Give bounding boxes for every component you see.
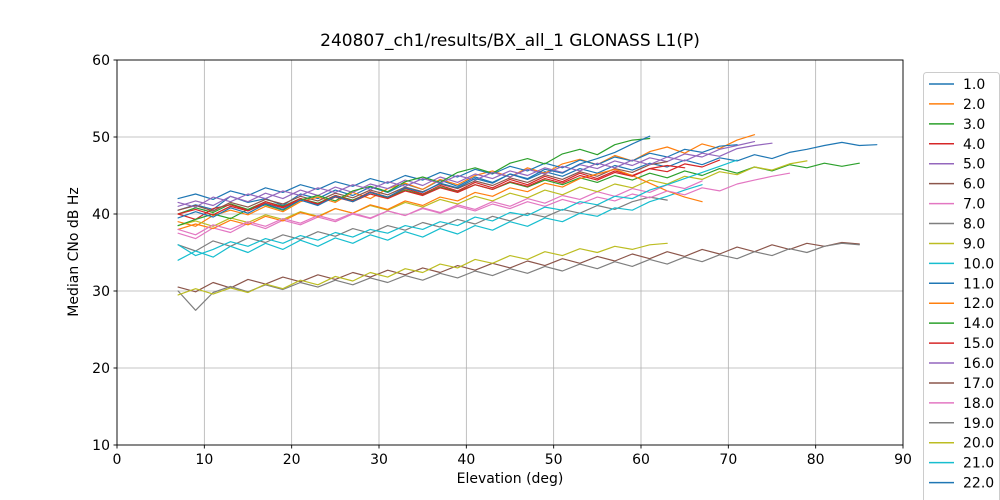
series-line-11.0	[177, 144, 738, 200]
legend-label-1.0: 1.0	[963, 77, 985, 93]
legend-label-14.0: 14.0	[963, 316, 994, 332]
x-axis-label: Elevation (deg)	[457, 471, 564, 487]
legend-label-21.0: 21.0	[963, 456, 994, 472]
series-line-21.0	[177, 159, 738, 257]
grid-layer	[116, 59, 904, 446]
series-line-1.0	[177, 141, 878, 211]
series-line-15.0	[177, 159, 721, 216]
y-tick-label: 50	[92, 130, 110, 146]
y-tick-label: 30	[92, 284, 110, 300]
y-axis-label: Median CNo dB Hz	[66, 187, 82, 316]
series-line-6.0	[177, 161, 668, 212]
x-tick-label: 40	[457, 452, 475, 468]
y-tick-label: 60	[92, 53, 110, 69]
x-tick-label: 70	[719, 452, 737, 468]
legend-label-12.0: 12.0	[963, 296, 994, 312]
legend-label-16.0: 16.0	[963, 356, 994, 372]
x-tick-label: 80	[807, 452, 825, 468]
series-line-17.0	[177, 241, 860, 293]
chart-title: 240807_ch1/results/BX_all_1 GLONASS L1(P…	[320, 31, 700, 51]
series-line-16.0	[177, 142, 773, 208]
y-tick-label: 20	[92, 361, 110, 377]
x-tick-label: 10	[195, 452, 213, 468]
series-line-18.0	[177, 172, 791, 236]
legend-label-22.0: 22.0	[963, 476, 994, 492]
series-line-22.0	[177, 135, 651, 219]
legend-label-3.0: 3.0	[963, 117, 985, 133]
y-tick-label: 10	[92, 438, 110, 454]
legend-label-19.0: 19.0	[963, 416, 994, 432]
series-line-4.0	[177, 164, 686, 220]
series-line-19.0	[177, 242, 860, 311]
series-line-7.0	[177, 180, 703, 240]
series-line-2.0	[177, 134, 756, 227]
legend-label-5.0: 5.0	[963, 157, 985, 173]
x-tick-label: 90	[894, 452, 912, 468]
legend-label-15.0: 15.0	[963, 336, 994, 352]
legend-label-11.0: 11.0	[963, 276, 994, 292]
series-line-9.0	[177, 160, 808, 227]
legend-label-4.0: 4.0	[963, 137, 985, 153]
x-tick-label: 0	[113, 452, 122, 468]
series-line-10.0	[177, 184, 703, 261]
legend-label-20.0: 20.0	[963, 436, 994, 452]
axes-spines	[116, 59, 904, 446]
x-tick-label: 30	[370, 452, 388, 468]
legend-label-10.0: 10.0	[963, 256, 994, 272]
series-layer	[177, 134, 878, 311]
legend-label-8.0: 8.0	[963, 217, 985, 233]
legend: 1.0 2.0 3.0 4.0 5.0 6.0 7.0 8.0 9.0 10.0 11.0 12.0 1…	[923, 72, 1000, 500]
legend-label-2.0: 2.0	[963, 97, 985, 113]
legend-label-17.0: 17.0	[963, 376, 994, 392]
x-tick-label: 50	[545, 452, 563, 468]
x-tick-label: 20	[283, 452, 301, 468]
legend-label-6.0: 6.0	[963, 177, 985, 193]
legend-label-9.0: 9.0	[963, 236, 985, 252]
series-line-12.0	[177, 168, 703, 230]
legend-label-18.0: 18.0	[963, 396, 994, 412]
y-tick-label: 40	[92, 207, 110, 223]
legend-label-7.0: 7.0	[963, 197, 985, 213]
x-tick-label: 60	[632, 452, 650, 468]
series-line-20.0	[177, 242, 668, 296]
